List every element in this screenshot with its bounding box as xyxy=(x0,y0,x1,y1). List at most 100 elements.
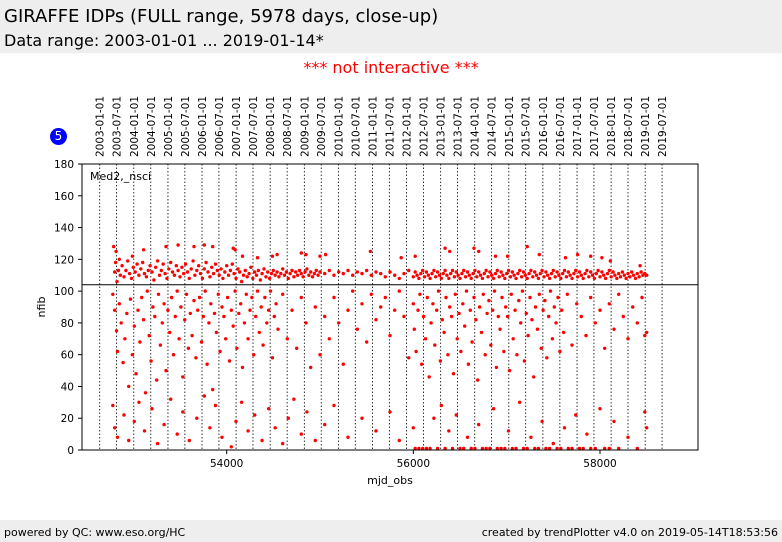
data-point xyxy=(495,268,499,273)
data-point xyxy=(206,270,210,274)
data-point xyxy=(615,276,619,281)
data-point xyxy=(512,273,516,277)
data-point xyxy=(332,273,336,277)
data-point xyxy=(565,292,569,296)
data-point xyxy=(447,429,451,433)
data-point xyxy=(473,446,477,451)
data-point xyxy=(208,275,212,279)
data-point xyxy=(429,321,433,325)
data-point xyxy=(125,311,129,316)
data-point xyxy=(142,429,147,433)
data-point xyxy=(603,276,608,281)
data-point xyxy=(246,429,250,433)
data-point xyxy=(176,268,180,273)
data-point xyxy=(197,295,202,300)
data-point xyxy=(445,273,449,277)
data-point xyxy=(520,289,525,293)
data-point xyxy=(383,275,387,279)
data-point xyxy=(589,254,593,258)
data-point xyxy=(473,268,477,273)
data-point xyxy=(266,270,270,274)
data-point xyxy=(412,327,416,331)
date-marker-label: 2006-01-01 xyxy=(197,96,209,157)
data-point xyxy=(618,275,623,279)
data-point xyxy=(419,271,423,276)
data-point xyxy=(417,276,421,281)
data-point xyxy=(212,311,217,316)
y-tick-label: 160 xyxy=(54,191,74,203)
data-point xyxy=(449,271,453,276)
data-point xyxy=(426,273,430,277)
data-point xyxy=(424,446,429,451)
data-point xyxy=(568,273,572,277)
data-point xyxy=(593,321,597,325)
data-point xyxy=(323,252,328,257)
data-point xyxy=(277,275,281,279)
data-point xyxy=(264,275,268,279)
data-point xyxy=(122,275,126,279)
data-point xyxy=(425,295,429,300)
data-point xyxy=(421,314,426,319)
data-point xyxy=(447,276,451,281)
data-point xyxy=(177,337,181,341)
data-point xyxy=(239,302,243,306)
data-point xyxy=(643,410,647,414)
data-point xyxy=(584,333,588,338)
data-point xyxy=(516,271,520,276)
data-point xyxy=(130,353,135,357)
data-point xyxy=(248,308,252,312)
data-point xyxy=(351,289,355,293)
date-marker-label: 2004-01-01 xyxy=(129,96,141,157)
data-point xyxy=(477,422,481,427)
data-point xyxy=(612,419,616,424)
data-point xyxy=(552,305,556,309)
data-point xyxy=(505,314,510,319)
data-point xyxy=(485,311,489,316)
data-point xyxy=(495,446,499,451)
data-point xyxy=(510,446,514,451)
data-point xyxy=(208,426,212,430)
data-point xyxy=(260,271,264,276)
data-point xyxy=(115,279,119,284)
data-point xyxy=(620,270,625,274)
data-point xyxy=(506,268,511,273)
data-point xyxy=(521,446,526,451)
data-point xyxy=(337,270,341,274)
data-point xyxy=(643,333,647,338)
data-point xyxy=(435,270,440,274)
data-point xyxy=(113,426,117,430)
data-point xyxy=(536,446,541,451)
data-point xyxy=(286,276,290,281)
data-point xyxy=(120,264,124,268)
data-point xyxy=(290,308,294,312)
data-point xyxy=(535,327,540,331)
data-point xyxy=(435,308,439,312)
data-point xyxy=(140,295,144,300)
data-point xyxy=(130,254,135,258)
data-point xyxy=(145,289,149,293)
data-point xyxy=(213,262,218,266)
date-marker-label: 2016-01-01 xyxy=(538,96,550,157)
data-point xyxy=(273,273,277,277)
y-axis-ticks: 0 20 40 60 80 100 120 140 160 180 xyxy=(54,159,82,457)
x-tick-label: 58000 xyxy=(583,458,616,470)
data-point xyxy=(233,289,237,293)
data-point xyxy=(505,254,510,258)
y-tick-label: 40 xyxy=(61,381,74,393)
data-point xyxy=(564,275,569,279)
data-point xyxy=(239,279,244,284)
data-point xyxy=(533,270,537,274)
data-point xyxy=(114,329,119,333)
y-tick-label: 0 xyxy=(67,445,74,457)
data-point xyxy=(172,273,177,277)
data-point xyxy=(519,275,524,279)
data-point xyxy=(453,292,457,296)
date-marker-label: 2009-07-01 xyxy=(316,96,328,157)
data-point xyxy=(635,446,639,451)
data-point xyxy=(295,273,300,277)
data-point xyxy=(443,246,447,250)
data-point xyxy=(402,271,406,276)
data-point xyxy=(617,271,621,276)
data-point xyxy=(185,270,190,274)
data-point xyxy=(310,275,315,279)
